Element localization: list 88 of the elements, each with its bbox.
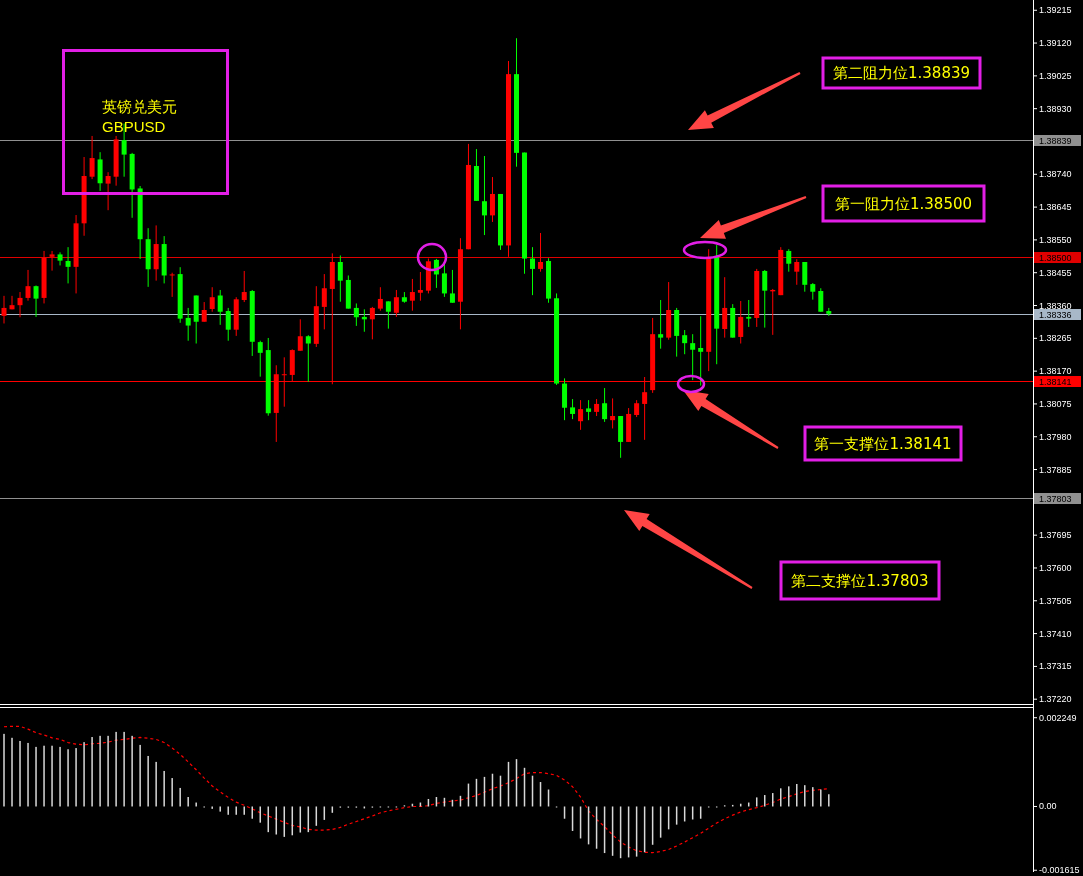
- annotation: 第二支撑位1.37803: [791, 571, 929, 590]
- candlestick: [682, 329, 688, 355]
- y-tick-label: 1.37695: [1039, 530, 1072, 541]
- y-tick-label: -0.001615: [1039, 865, 1080, 876]
- candlestick: [9, 295, 15, 310]
- y-tick-label: 1.37600: [1039, 562, 1072, 573]
- candlestick: [746, 299, 752, 328]
- y-tick-label: 1.37220: [1039, 694, 1072, 705]
- candlestick: [610, 397, 616, 429]
- candlestick: [225, 307, 231, 342]
- candlestick: [57, 251, 63, 266]
- candlestick: [369, 306, 375, 340]
- candlestick: [658, 299, 664, 350]
- candlestick: [337, 254, 343, 303]
- candlestick: [17, 291, 23, 318]
- candlestick: [786, 248, 792, 273]
- candlestick: [353, 302, 359, 327]
- y-tick-label: 1.37410: [1039, 628, 1072, 639]
- y-tick-label: 1.37885: [1039, 464, 1072, 475]
- candlestick: [530, 246, 536, 296]
- y-tick-label: 1.39215: [1039, 5, 1072, 16]
- ref-line-label: 1.37803: [1039, 493, 1072, 504]
- candlestick: [49, 250, 55, 272]
- candlestick: [690, 333, 696, 381]
- candlestick: [297, 318, 303, 352]
- annotation: 第二阻力位1.38839: [832, 64, 971, 82]
- y-tick-label: 1.38170: [1039, 366, 1072, 377]
- candlestick: [241, 270, 247, 303]
- y-tick-label: 1.38265: [1039, 333, 1072, 344]
- candlestick: [257, 340, 263, 378]
- candlestick: [185, 307, 191, 342]
- candlestick: [602, 387, 608, 423]
- text: 英镑兑美元: [102, 98, 177, 116]
- candlestick: [794, 258, 800, 286]
- candlestick: [377, 286, 383, 312]
- y-tick-label: 0.002249: [1039, 712, 1077, 723]
- candlestick: [570, 398, 576, 420]
- candlestick: [481, 155, 487, 236]
- ref-line-label: 1.38336: [1039, 309, 1072, 320]
- candlestick: [489, 176, 495, 223]
- candlestick: [698, 315, 704, 387]
- candlestick: [97, 151, 103, 192]
- candlestick: [169, 272, 175, 298]
- y-tick-label: 1.38550: [1039, 234, 1072, 245]
- candlestick: [393, 289, 399, 318]
- y-tick-label: 1.38930: [1039, 103, 1072, 114]
- candlestick: [65, 246, 71, 284]
- y-tick-label: 1.39120: [1039, 38, 1072, 49]
- candlestick: [305, 334, 311, 383]
- ref-line-label: 1.38141: [1039, 376, 1072, 387]
- y-tick-label: 1.38740: [1039, 169, 1072, 180]
- y-tick-label: 1.38075: [1039, 398, 1072, 409]
- candlestick: [385, 300, 391, 330]
- candlestick: [578, 399, 584, 431]
- candlestick: [1, 295, 7, 324]
- candlestick: [818, 287, 824, 313]
- candlestick: [321, 273, 327, 330]
- candlestick: [105, 171, 111, 211]
- candlestick: [25, 269, 31, 302]
- candlestick: [738, 300, 744, 344]
- line-series: [3, 725, 830, 854]
- candlestick: [538, 232, 544, 273]
- candlestick: [409, 278, 415, 312]
- ref-line-label: 1.38500: [1039, 252, 1072, 263]
- candlestick: [217, 289, 223, 326]
- candlestick: [586, 399, 592, 421]
- candlestick: [441, 262, 447, 298]
- candlestick: [89, 135, 95, 180]
- annotation: 第一支撑位1.38141: [814, 434, 952, 453]
- candlestick: [33, 284, 39, 318]
- candlestick: [417, 271, 423, 302]
- y-tick-label: 1.38645: [1039, 202, 1072, 213]
- annotation: 第一阻力位1.38500: [834, 194, 973, 213]
- candlestick: [449, 269, 455, 304]
- y-tick-label: 1.37505: [1039, 595, 1072, 606]
- y-tick-label: 0.00: [1039, 801, 1057, 812]
- y-tick-label: 1.38360: [1039, 300, 1072, 311]
- ref-line-label: 1.38839: [1039, 135, 1072, 146]
- candlestick: [722, 276, 728, 339]
- candlestick: [201, 301, 207, 323]
- candlestick: [802, 261, 808, 293]
- y-tick-label: 1.37315: [1039, 661, 1072, 672]
- y-tick-label: 1.37980: [1039, 431, 1072, 442]
- candlestick: [762, 269, 768, 329]
- y-tick-label: 1.39025: [1039, 70, 1072, 81]
- text: GBPUSD: [102, 118, 166, 135]
- y-tick-label: 1.38455: [1039, 267, 1072, 278]
- candlestick: [209, 286, 215, 313]
